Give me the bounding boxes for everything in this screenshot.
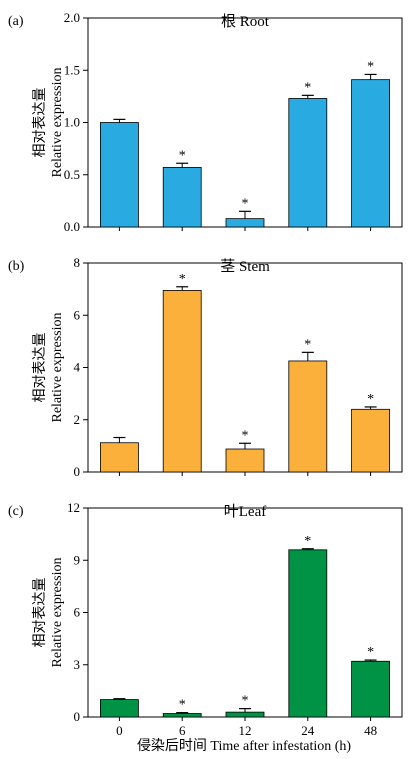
panel-label: (a) [8,14,24,29]
y-tick-label: 9 [74,552,81,567]
y-tick-label: 8 [74,255,81,270]
significance-star: * [367,59,374,74]
bar [225,448,265,473]
y-axis-label-cn: 相对表达量 [32,578,48,648]
y-tick-label: 4 [74,360,81,375]
bar [288,360,328,473]
bar [351,79,391,228]
x-tick-label: 6 [179,723,186,738]
x-tick-label: 48 [364,723,377,738]
significance-star: * [304,80,311,95]
panel-title: 叶Leaf [224,503,266,520]
y-tick-label: 1.5 [64,62,80,77]
significance-star: * [179,698,186,713]
bar [225,711,265,718]
bar [100,122,139,228]
y-tick-label: 6 [74,605,81,620]
bar [100,699,139,718]
y-tick-label: 12 [67,500,80,515]
y-axis-label: Relative expression [50,67,65,177]
y-axis-label-cn: 相对表达量 [32,88,48,158]
significance-star: * [367,392,374,407]
bar [100,442,139,473]
significance-star: * [304,337,311,352]
panel-label: (c) [8,504,24,519]
significance-star: * [242,694,249,709]
bar [225,218,265,228]
panel-label: (b) [8,259,25,274]
bar [162,167,202,228]
y-tick-label: 0.0 [64,219,80,234]
significance-star: * [179,272,186,287]
y-tick-label: 0 [74,464,81,479]
y-axis-label-cn: 相对表达量 [32,333,48,403]
significance-star: * [242,196,249,211]
bar [288,549,328,718]
bar [162,290,202,473]
y-tick-label: 3 [74,657,81,672]
bar [288,98,328,228]
x-tick-label: 12 [239,723,252,738]
significance-star: * [367,645,374,660]
y-tick-label: 0 [74,709,81,724]
y-tick-label: 6 [74,307,81,322]
x-axis-label: 侵染后时间 Time after infestation (h) [137,737,351,754]
y-tick-label: 2 [74,412,81,427]
panel-b: 0 2 4 6 8 (b) 茎 Stem 相对表达量 Relative expression * *… [8,255,403,479]
bar [162,713,202,718]
y-tick-label: 2.0 [64,10,80,25]
panel-a: 0.0 0.5 1.0 1.5 2.0 (a) 根 Root 相对表达量 Relative ex… [8,10,403,234]
y-axis-label: Relative expression [50,557,65,667]
panel-title: 茎 Stem [220,258,270,275]
significance-star: * [304,534,311,549]
y-axis-label: Relative expression [50,312,65,422]
y-tick-label: 1.0 [64,115,80,130]
significance-star: * [179,148,186,163]
panel-c: 0 3 6 9 12 (c) 叶Leaf 相对表达量 Relative expression 0 *… [8,500,403,738]
bar [351,660,391,718]
panel-title: 根 Root [221,13,270,30]
x-tick-label: 24 [301,723,315,738]
x-tick-label: 0 [116,723,123,738]
y-tick-label: 0.5 [64,167,80,182]
significance-star: * [242,428,249,443]
bar [351,408,391,473]
